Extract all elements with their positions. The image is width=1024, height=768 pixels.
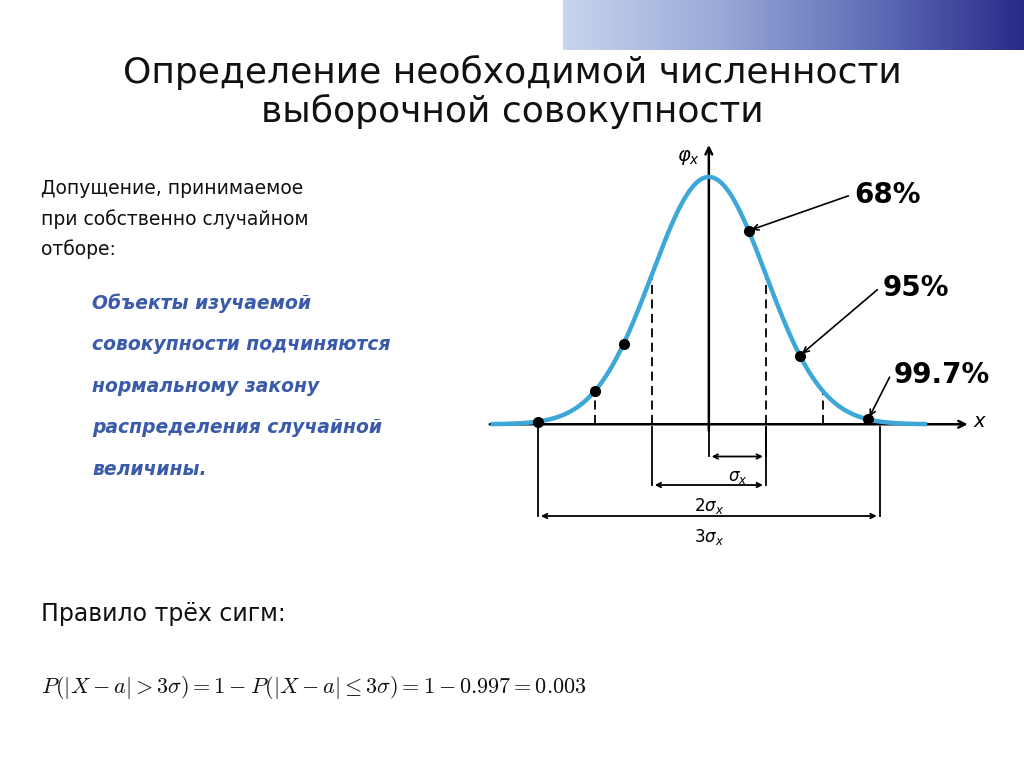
Text: $2\sigma_x$: $2\sigma_x$: [694, 496, 724, 516]
Text: величины.: величины.: [92, 460, 207, 478]
Text: выборочной совокупности: выборочной совокупности: [261, 94, 763, 129]
Text: $\sigma_x$: $\sigma_x$: [727, 468, 748, 485]
Text: совокупности подчиняются: совокупности подчиняются: [92, 336, 391, 354]
Text: Объекты изучаемой: Объекты изучаемой: [92, 293, 311, 313]
Text: 68%: 68%: [854, 181, 921, 209]
Text: $P(|X-a|>3\sigma)=1-P(|X-a|\leq 3\sigma)=1-0.997=0.003$: $P(|X-a|>3\sigma)=1-P(|X-a|\leq 3\sigma)…: [41, 674, 587, 701]
Text: 95%: 95%: [883, 274, 949, 302]
Text: Правило трёх сигм:: Правило трёх сигм:: [41, 602, 286, 627]
Text: $\varphi_x$: $\varphi_x$: [677, 148, 700, 167]
Text: $x$: $x$: [974, 412, 987, 431]
Text: нормальному закону: нормальному закону: [92, 377, 319, 396]
Text: отборе:: отборе:: [41, 240, 116, 260]
Text: при собственно случайном: при собственно случайном: [41, 209, 308, 229]
Text: 99.7%: 99.7%: [894, 361, 990, 389]
Text: Допущение, принимаемое: Допущение, принимаемое: [41, 179, 303, 197]
Text: $3\sigma_x$: $3\sigma_x$: [694, 527, 724, 547]
Text: Определение необходимой численности: Определение необходимой численности: [123, 55, 901, 91]
Text: распределения случайной: распределения случайной: [92, 419, 382, 437]
